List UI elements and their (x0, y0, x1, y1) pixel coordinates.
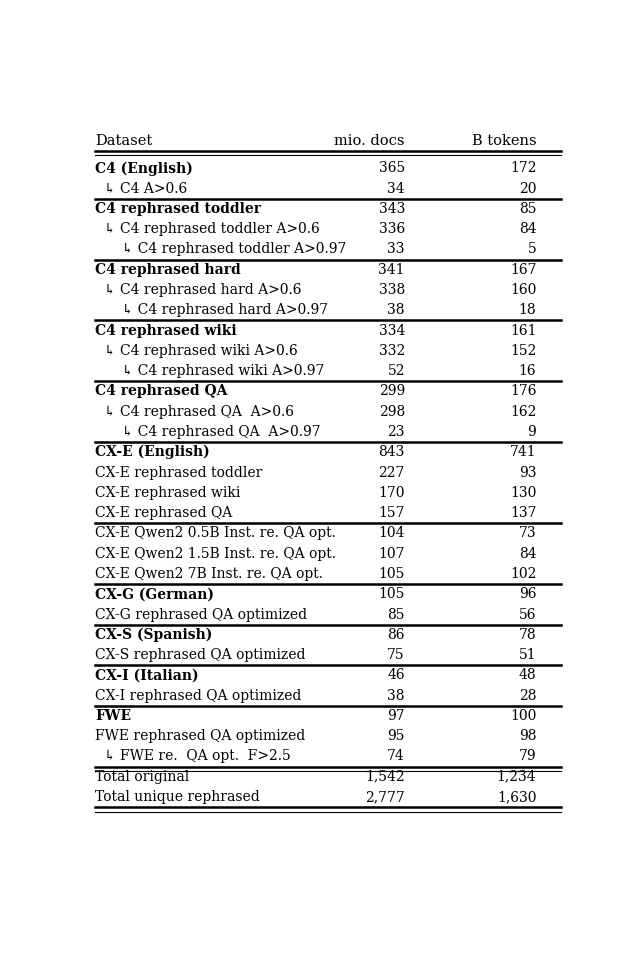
Text: 5: 5 (527, 242, 536, 257)
Text: Dataset: Dataset (95, 135, 152, 148)
Text: CX-E rephrased wiki: CX-E rephrased wiki (95, 486, 240, 500)
Text: 2,777: 2,777 (365, 790, 405, 804)
Text: 341: 341 (378, 262, 405, 277)
Text: 86: 86 (387, 628, 405, 642)
Text: 298: 298 (379, 405, 405, 419)
Text: 38: 38 (387, 304, 405, 317)
Text: 96: 96 (519, 587, 536, 602)
Text: ↳ C4 A>0.6: ↳ C4 A>0.6 (104, 182, 187, 196)
Text: ↳ C4 rephrased wiki A>0.6: ↳ C4 rephrased wiki A>0.6 (104, 344, 298, 357)
Text: ↳ FWE re.  QA opt.  F>2.5: ↳ FWE re. QA opt. F>2.5 (104, 750, 291, 763)
Text: 338: 338 (379, 283, 405, 297)
Text: 74: 74 (387, 750, 405, 763)
Text: 98: 98 (519, 729, 536, 743)
Text: 152: 152 (510, 344, 536, 357)
Text: 1,630: 1,630 (497, 790, 536, 804)
Text: 51: 51 (518, 648, 536, 662)
Text: 365: 365 (379, 161, 405, 175)
Text: 741: 741 (509, 445, 536, 459)
Text: CX-I rephrased QA optimized: CX-I rephrased QA optimized (95, 689, 301, 702)
Text: 1,542: 1,542 (365, 770, 405, 784)
Text: 104: 104 (378, 527, 405, 540)
Text: CX-E Qwen2 0.5B Inst. re. QA opt.: CX-E Qwen2 0.5B Inst. re. QA opt. (95, 527, 336, 540)
Text: CX-E Qwen2 7B Inst. re. QA opt.: CX-E Qwen2 7B Inst. re. QA opt. (95, 567, 323, 581)
Text: C4 rephrased QA: C4 rephrased QA (95, 384, 227, 399)
Text: 78: 78 (518, 628, 536, 642)
Text: 20: 20 (519, 182, 536, 196)
Text: 105: 105 (378, 587, 405, 602)
Text: 85: 85 (387, 607, 405, 622)
Text: 299: 299 (379, 384, 405, 399)
Text: 16: 16 (518, 364, 536, 379)
Text: 334: 334 (378, 324, 405, 337)
Text: 102: 102 (510, 567, 536, 581)
Text: CX-G (German): CX-G (German) (95, 587, 214, 602)
Text: 167: 167 (510, 262, 536, 277)
Text: 107: 107 (378, 547, 405, 560)
Text: 84: 84 (518, 222, 536, 236)
Text: CX-E Qwen2 1.5B Inst. re. QA opt.: CX-E Qwen2 1.5B Inst. re. QA opt. (95, 547, 336, 560)
Text: 160: 160 (510, 283, 536, 297)
Text: 170: 170 (378, 486, 405, 500)
Text: 18: 18 (518, 304, 536, 317)
Text: 843: 843 (378, 445, 405, 459)
Text: ↳ C4 rephrased toddler A>0.97: ↳ C4 rephrased toddler A>0.97 (113, 242, 346, 257)
Text: 336: 336 (379, 222, 405, 236)
Text: Total original: Total original (95, 770, 189, 784)
Text: Total unique rephrased: Total unique rephrased (95, 790, 260, 804)
Text: CX-G rephrased QA optimized: CX-G rephrased QA optimized (95, 607, 307, 622)
Text: 176: 176 (510, 384, 536, 399)
Text: 162: 162 (510, 405, 536, 419)
Text: C4 rephrased wiki: C4 rephrased wiki (95, 324, 237, 337)
Text: CX-I (Italian): CX-I (Italian) (95, 668, 198, 682)
Text: 34: 34 (387, 182, 405, 196)
Text: 75: 75 (387, 648, 405, 662)
Text: 161: 161 (510, 324, 536, 337)
Text: FWE: FWE (95, 709, 131, 723)
Text: ↳ C4 rephrased wiki A>0.97: ↳ C4 rephrased wiki A>0.97 (113, 364, 324, 379)
Text: 1,234: 1,234 (497, 770, 536, 784)
Text: mio. docs: mio. docs (334, 135, 405, 148)
Text: 157: 157 (378, 506, 405, 520)
Text: ↳ C4 rephrased QA  A>0.6: ↳ C4 rephrased QA A>0.6 (104, 405, 294, 419)
Text: 56: 56 (519, 607, 536, 622)
Text: 227: 227 (378, 465, 405, 480)
Text: CX-E rephrased QA: CX-E rephrased QA (95, 506, 232, 520)
Text: 9: 9 (527, 425, 536, 439)
Text: ↳ C4 rephrased hard A>0.97: ↳ C4 rephrased hard A>0.97 (113, 304, 328, 317)
Text: 46: 46 (387, 668, 405, 682)
Text: CX-E rephrased toddler: CX-E rephrased toddler (95, 465, 262, 480)
Text: C4 rephrased toddler: C4 rephrased toddler (95, 202, 261, 216)
Text: 93: 93 (519, 465, 536, 480)
Text: 85: 85 (519, 202, 536, 216)
Text: C4 rephrased hard: C4 rephrased hard (95, 262, 241, 277)
Text: 130: 130 (510, 486, 536, 500)
Text: 33: 33 (387, 242, 405, 257)
Text: 100: 100 (510, 709, 536, 723)
Text: ↳ C4 rephrased toddler A>0.6: ↳ C4 rephrased toddler A>0.6 (104, 222, 319, 236)
Text: 105: 105 (378, 567, 405, 581)
Text: ↳ C4 rephrased hard A>0.6: ↳ C4 rephrased hard A>0.6 (104, 283, 301, 297)
Text: 23: 23 (387, 425, 405, 439)
Text: 52: 52 (387, 364, 405, 379)
Text: CX-S rephrased QA optimized: CX-S rephrased QA optimized (95, 648, 305, 662)
Text: 84: 84 (518, 547, 536, 560)
Text: CX-E (English): CX-E (English) (95, 445, 210, 459)
Text: 28: 28 (519, 689, 536, 702)
Text: 38: 38 (387, 689, 405, 702)
Text: 95: 95 (387, 729, 405, 743)
Text: 137: 137 (510, 506, 536, 520)
Text: B tokens: B tokens (472, 135, 536, 148)
Text: C4 (English): C4 (English) (95, 161, 193, 176)
Text: 79: 79 (518, 750, 536, 763)
Text: 172: 172 (510, 161, 536, 175)
Text: 332: 332 (379, 344, 405, 357)
Text: 73: 73 (518, 527, 536, 540)
Text: ↳ C4 rephrased QA  A>0.97: ↳ C4 rephrased QA A>0.97 (113, 425, 321, 439)
Text: 97: 97 (387, 709, 405, 723)
Text: CX-S (Spanish): CX-S (Spanish) (95, 628, 212, 642)
Text: 48: 48 (518, 668, 536, 682)
Text: 343: 343 (378, 202, 405, 216)
Text: FWE rephrased QA optimized: FWE rephrased QA optimized (95, 729, 305, 743)
